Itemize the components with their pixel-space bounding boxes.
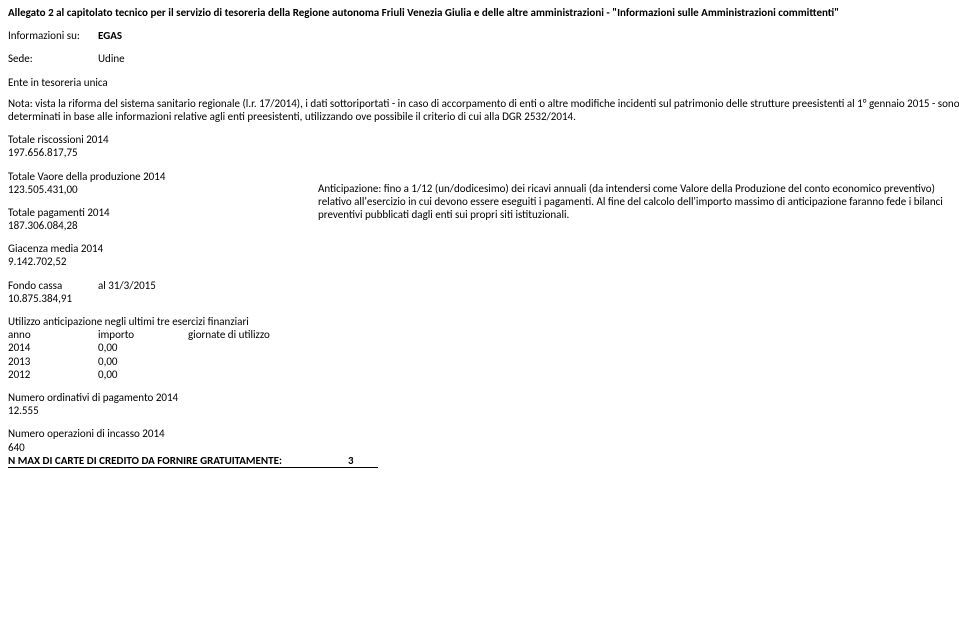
sede-value: Udine bbox=[98, 52, 125, 65]
cell-anno: 2014 bbox=[8, 341, 98, 354]
cell-anno: 2013 bbox=[8, 355, 98, 368]
operazioni-label: Numero operazioni di incasso 2014 bbox=[8, 427, 959, 440]
fondo-value: 10.875.384,91 bbox=[8, 292, 959, 305]
carte-label: N MAX DI CARTE DI CREDITO DA FORNIRE GRA… bbox=[8, 454, 348, 467]
doc-title: Allegato 2 al capitolato tecnico per il … bbox=[8, 6, 959, 19]
riscossioni-label: Totale riscossioni 2014 bbox=[8, 133, 959, 146]
info-label: Informazioni su: bbox=[8, 29, 98, 42]
pagamenti-value: 187.306.084,28 bbox=[8, 219, 318, 232]
riscossioni-value: 197.656.817,75 bbox=[8, 146, 959, 159]
giacenza-label: Giacenza media 2014 bbox=[8, 242, 959, 255]
utilizzo-header: Utilizzo anticipazione negli ultimi tre … bbox=[8, 315, 959, 328]
valore-label: Totale Vaore della produzione 2014 bbox=[8, 170, 318, 183]
ordinativi-value: 12.555 bbox=[8, 404, 959, 417]
table-row: 2014 0,00 bbox=[8, 341, 959, 354]
info-value: EGAS bbox=[98, 29, 122, 42]
anticipazione-text: Anticipazione: fino a 1/12 (un/dodicesim… bbox=[318, 182, 955, 222]
col-importo: importo bbox=[98, 328, 188, 341]
table-row: 2012 0,00 bbox=[8, 368, 959, 381]
giacenza-value: 9.142.702,52 bbox=[8, 255, 959, 268]
valore-value: 123.505.431,00 bbox=[8, 183, 318, 196]
nota-text: Nota: vista la riforma del sistema sanit… bbox=[8, 97, 959, 123]
cell-importo: 0,00 bbox=[98, 368, 117, 381]
sede-label: Sede: bbox=[8, 52, 98, 65]
pagamenti-label: Totale pagamenti 2014 bbox=[8, 206, 318, 219]
carte-value: 3 bbox=[348, 454, 354, 467]
cell-importo: 0,00 bbox=[98, 355, 117, 368]
fondo-date: al 31/3/2015 bbox=[98, 279, 156, 292]
col-anno: anno bbox=[8, 328, 98, 341]
cell-importo: 0,00 bbox=[98, 341, 117, 354]
fondo-label: Fondo cassa bbox=[8, 279, 98, 292]
ordinativi-label: Numero ordinativi di pagamento 2014 bbox=[8, 391, 959, 404]
cell-anno: 2012 bbox=[8, 368, 98, 381]
table-row: 2013 0,00 bbox=[8, 355, 959, 368]
col-giornate: giornate di utilizzo bbox=[188, 328, 270, 341]
operazioni-value: 640 bbox=[8, 441, 959, 454]
ente-line: Ente in tesoreria unica bbox=[8, 76, 959, 89]
